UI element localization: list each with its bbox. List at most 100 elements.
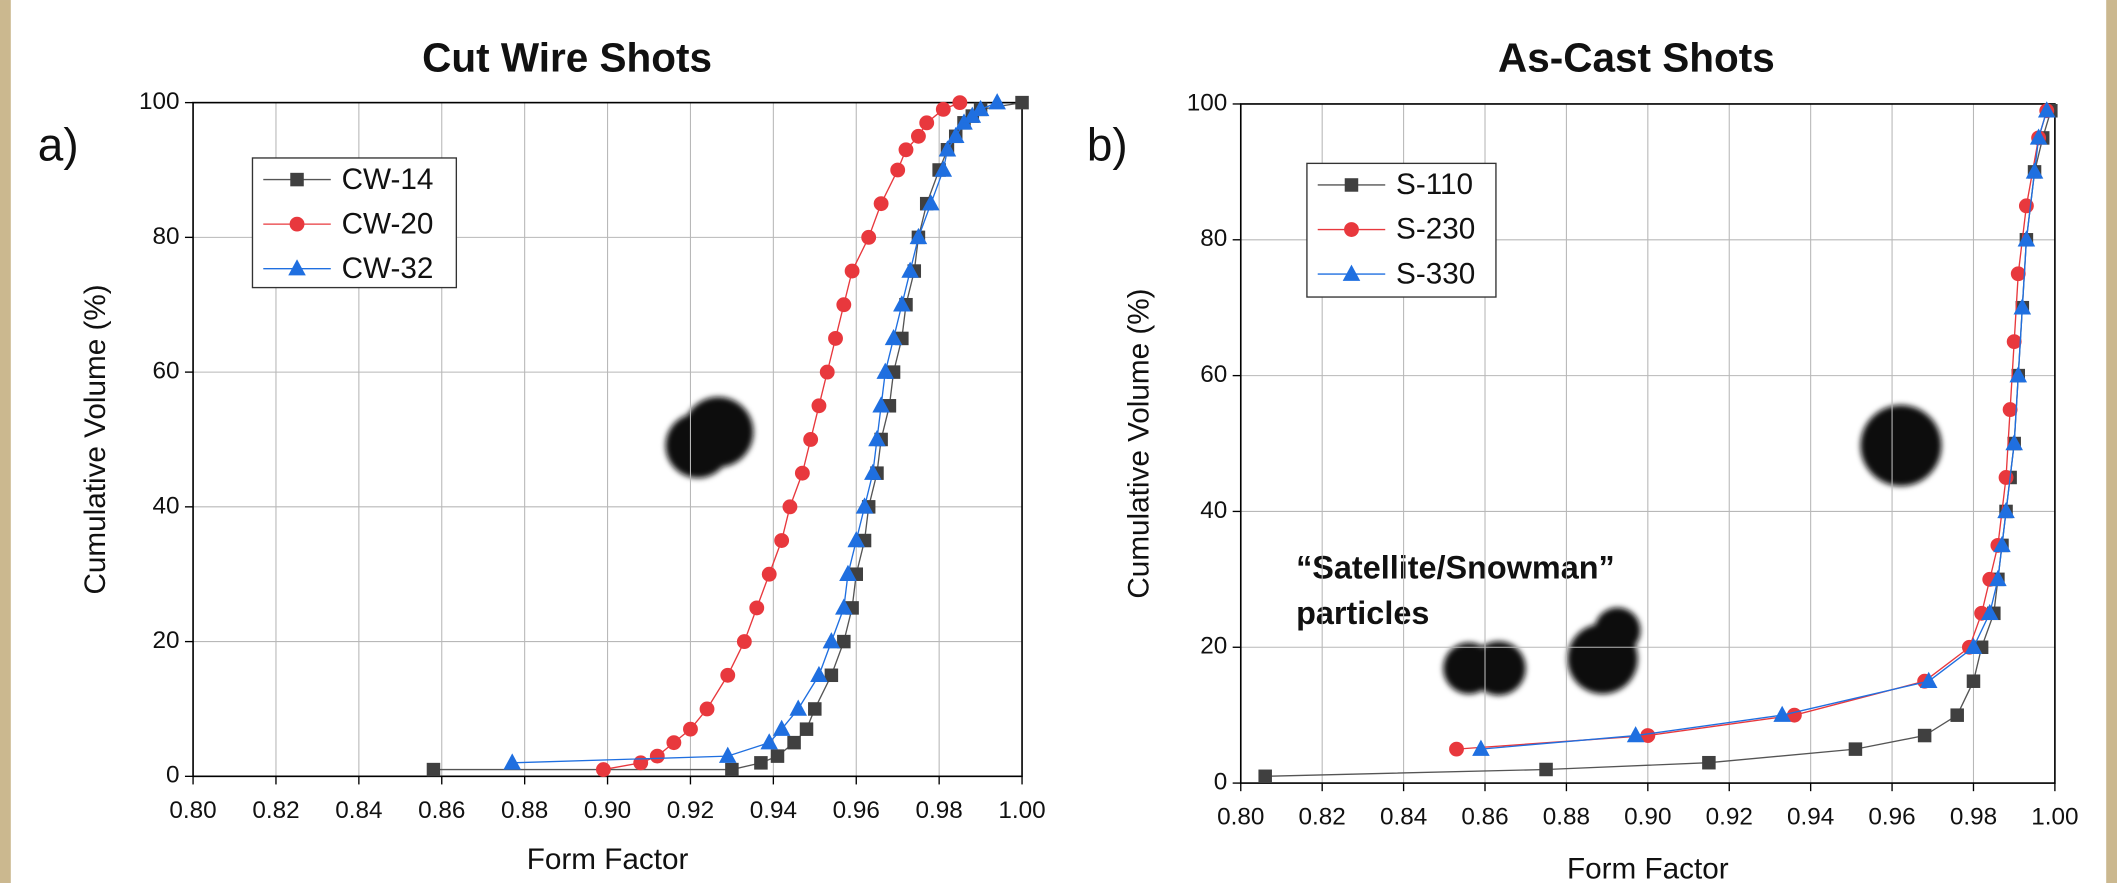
marker	[649, 748, 665, 764]
marker	[1449, 741, 1464, 757]
marker	[844, 263, 860, 279]
y-tick-label: 20	[153, 627, 180, 654]
marker	[1917, 728, 1932, 743]
panel-label: a)	[38, 119, 79, 171]
x-tick-label: 0.92	[1706, 804, 1753, 831]
y-tick-label: 100	[139, 88, 180, 115]
marker	[2002, 402, 2018, 417]
marker	[772, 719, 791, 736]
marker	[2013, 298, 2032, 315]
legend-marker	[1342, 264, 1361, 281]
marker	[1015, 95, 1029, 110]
marker	[1997, 501, 2015, 519]
marker	[1773, 705, 1791, 722]
x-tick-label: 0.96	[1868, 804, 1915, 831]
marker	[861, 229, 877, 245]
marker	[736, 634, 752, 650]
marker	[938, 140, 957, 157]
x-tick-label: 0.84	[1380, 804, 1427, 831]
marker	[503, 753, 522, 770]
marker	[837, 634, 851, 649]
marker	[799, 722, 814, 736]
particle-images	[665, 396, 1942, 696]
marker	[1848, 742, 1863, 756]
marker	[910, 128, 926, 144]
marker	[1472, 739, 1490, 756]
x-tick-label: 0.92	[667, 797, 714, 824]
x-tick-label: 0.88	[1543, 804, 1590, 831]
x-axis-label: Form Factor	[527, 843, 689, 876]
x-tick-label: 0.80	[1217, 804, 1264, 831]
legend-marker	[1344, 178, 1359, 192]
annotation: “Satellite/Snowman”	[1296, 549, 1615, 585]
marker	[963, 106, 982, 123]
marker	[811, 398, 827, 414]
marker	[774, 533, 790, 548]
marker	[1989, 569, 2007, 587]
marker	[901, 261, 919, 278]
marker	[1258, 769, 1272, 784]
marker	[946, 126, 965, 144]
x-tick-label: 1.00	[998, 797, 1045, 824]
marker	[955, 113, 973, 130]
marker	[2029, 128, 2048, 145]
x-tick-label: 0.82	[1299, 804, 1346, 831]
marker	[810, 665, 828, 683]
legend-label: CW-14	[342, 163, 434, 196]
marker	[898, 142, 914, 158]
chart-title: As-Cast Shots	[1498, 34, 1775, 80]
border-left	[0, 0, 11, 883]
marker	[836, 297, 852, 313]
x-tick-label: 0.84	[335, 797, 382, 824]
marker	[426, 762, 441, 777]
legend-label: CW-32	[342, 252, 434, 285]
marker	[868, 430, 886, 447]
marker	[893, 295, 911, 312]
legend-marker	[1344, 222, 1359, 237]
legend-label: CW-20	[342, 207, 434, 240]
marker	[934, 160, 953, 177]
marker	[803, 432, 819, 447]
marker	[683, 721, 698, 737]
marker	[794, 465, 810, 481]
legend-marker	[288, 259, 306, 276]
marker	[2017, 230, 2036, 247]
x-tick-label: 1.00	[2031, 804, 2078, 831]
marker	[855, 497, 874, 514]
marker	[847, 531, 866, 548]
marker	[770, 749, 785, 763]
plot-frame	[192, 101, 1023, 778]
y-tick-label: 20	[1200, 633, 1227, 660]
marker	[952, 95, 968, 111]
marker	[2037, 101, 2056, 118]
marker	[1702, 755, 1716, 770]
marker	[2010, 266, 2026, 282]
marker	[971, 99, 990, 117]
legend-marker	[289, 216, 305, 232]
marker	[808, 702, 822, 716]
series-line	[1480, 110, 2048, 750]
x-tick-label: 0.90	[1624, 804, 1671, 831]
x-tick-label: 0.90	[584, 797, 631, 824]
y-tick-label: 80	[1200, 225, 1227, 252]
marker	[666, 735, 682, 751]
y-axis-label: Cumulative Volume (%)	[79, 284, 112, 594]
x-tick-label: 0.98	[1950, 804, 1997, 831]
legend-label: S-330	[1396, 257, 1475, 290]
marker	[909, 227, 928, 245]
marker	[699, 701, 715, 717]
y-tick-label: 80	[153, 223, 180, 250]
y-tick-label: 0	[166, 762, 180, 789]
panel-label: b)	[1087, 119, 1128, 171]
annotation: particles	[1296, 595, 1429, 631]
marker	[988, 93, 1006, 110]
marker	[1919, 671, 1938, 688]
marker	[2006, 334, 2022, 350]
marker	[1993, 535, 2011, 553]
marker	[749, 600, 765, 616]
border-right	[2106, 0, 2117, 883]
marker	[789, 699, 807, 716]
